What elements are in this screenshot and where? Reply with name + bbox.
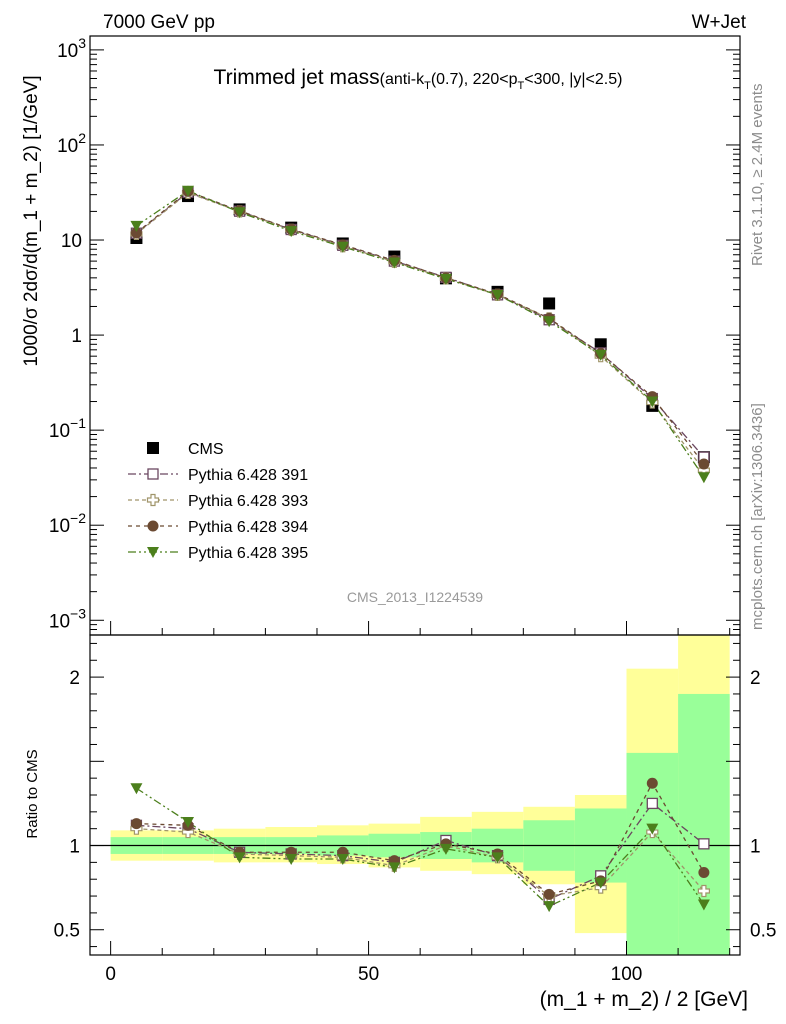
ratio-y-tick-label-right: 2 [750,668,761,689]
legend-label-p394: Pythia 6.428 394 [188,519,308,536]
point-p394 [130,227,142,239]
ratio-point-p395 [439,843,452,855]
ratio-point-p395 [646,823,659,835]
ratio-point-p391 [646,797,658,810]
legend-marker-p391 [147,468,159,480]
ratio-point-p395 [491,852,504,864]
ratio-point-p394 [698,866,710,878]
series-line-p395 [136,189,705,478]
y-tick-label: 10−1 [49,415,86,442]
point-p395 [233,207,246,219]
series-line-p391 [136,191,705,458]
legend-label-p391: Pythia 6.428 391 [188,467,308,484]
x-axis-label: (m_1 + m_2) / 2 [GeV] [540,988,748,1011]
header-right: W+Jet [692,12,747,33]
series-line-p393 [136,192,705,471]
ratio-point-p395 [233,852,246,864]
ratio-point-p395 [336,854,349,865]
cms-point [543,297,556,310]
y-axis-label-ratio: Ratio to CMS [24,749,41,838]
plot-title: Trimmed jet mass(anti-kT(0.7), 220<pT<30… [214,66,623,92]
point-p395 [543,316,556,328]
ratio-point-p394 [646,777,658,789]
y-tick-label: 102 [57,130,86,157]
y-tick-label: 1 [71,326,82,347]
y-tick-label: 103 [57,35,86,62]
ratio-point-p393 [697,884,710,898]
point-p395 [697,472,710,484]
ratio-point-p395 [130,783,143,795]
ratio-point-p395 [543,901,556,913]
point-p395 [130,220,143,232]
legend-marker-p394 [147,520,159,532]
ratio-line-p395 [136,787,705,907]
point-p395 [491,289,504,301]
ratio-point-p395 [594,877,607,889]
ratio-line-p393 [136,828,705,897]
ratio-point-p394 [543,888,555,900]
header-left: 7000 GeV pp [103,12,215,33]
ratio-y-tick-label: 1 [69,837,80,858]
y-tick-label: 10−3 [49,605,86,632]
x-tick-label: 0 [105,964,116,985]
ratio-point-p394 [130,818,142,830]
ratio-point-p395 [182,816,195,828]
point-p395 [388,257,401,269]
ratio-point-p395 [697,899,710,911]
legend-marker-p393 [146,493,160,507]
point-p395 [439,273,452,285]
point-p395 [182,185,195,197]
analysis-id: CMS_2013_I1224539 [347,589,483,605]
legend-marker-p395 [147,547,159,558]
ratio-y-tick-label: 2 [69,668,80,689]
series-line-p394 [136,190,705,465]
ratio-point-p395 [388,862,401,874]
x-tick-label: 50 [358,964,379,985]
ratio-line-p391 [136,802,705,901]
point-p394 [698,458,710,470]
ratio-y-tick-label: 0.5 [54,921,80,942]
legend-marker-cms [147,442,159,454]
y-axis-label-main: 1000/σ 2dσ/d(m_1 + m_2) [1/GeV] [21,75,42,366]
legend-label-p395: Pythia 6.428 395 [188,545,308,562]
ratio-y-tick-label-right: 0.5 [750,921,776,942]
point-p395 [646,396,659,408]
band-inner [678,693,730,955]
ratio-point-p395 [285,854,298,865]
ratio-y-tick-label-right: 1 [750,837,761,858]
point-p395 [285,226,298,238]
point-p395 [594,349,607,361]
point-p395 [336,241,349,253]
mcplots-label: mcplots.cern.ch [arXiv:1306.3436] [749,403,766,630]
x-tick-label: 100 [611,964,643,985]
rivet-label: Rivet 3.1.10, ≥ 2.4M events [749,84,766,267]
y-tick-label: 10 [61,231,82,252]
y-tick-label: 10−2 [49,510,86,537]
ratio-point-p391 [698,838,710,850]
legend-label-cms: CMS [188,441,224,458]
legend-label-p393: Pythia 6.428 393 [188,493,308,510]
